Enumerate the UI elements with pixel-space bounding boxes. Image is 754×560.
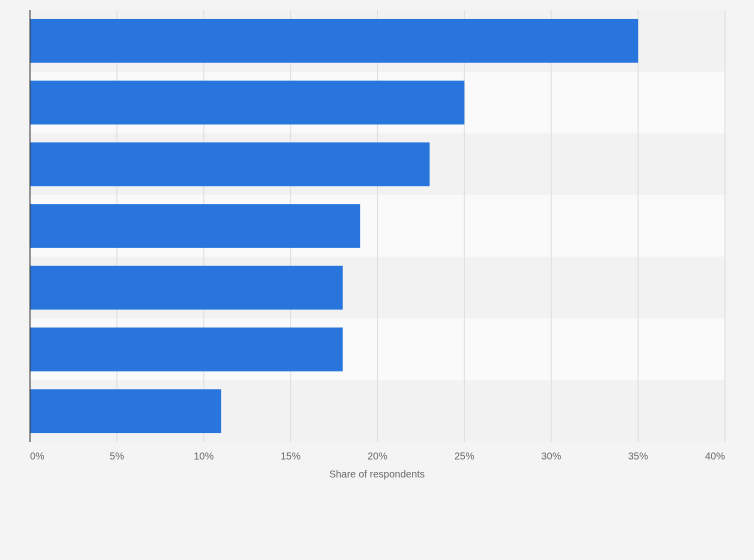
- bar: [30, 80, 465, 125]
- x-tick-label: 40%: [705, 452, 725, 463]
- x-tick-label: 5%: [110, 452, 125, 463]
- bar: [30, 327, 343, 372]
- x-tick-label: 20%: [367, 452, 387, 463]
- bar: [30, 142, 430, 187]
- bar: [30, 204, 361, 248]
- bar: [30, 389, 222, 434]
- x-tick-label: 0%: [30, 452, 45, 463]
- x-tick-label: 25%: [454, 452, 474, 463]
- bar: [30, 265, 343, 310]
- bar: [30, 18, 639, 63]
- bars: [30, 18, 639, 434]
- x-tick-label: 30%: [541, 452, 561, 463]
- x-axis-title: Share of respondents: [329, 470, 425, 481]
- x-tick-label: 15%: [281, 452, 301, 463]
- x-tick-label: 35%: [628, 452, 648, 463]
- x-tick-label: 10%: [194, 452, 214, 463]
